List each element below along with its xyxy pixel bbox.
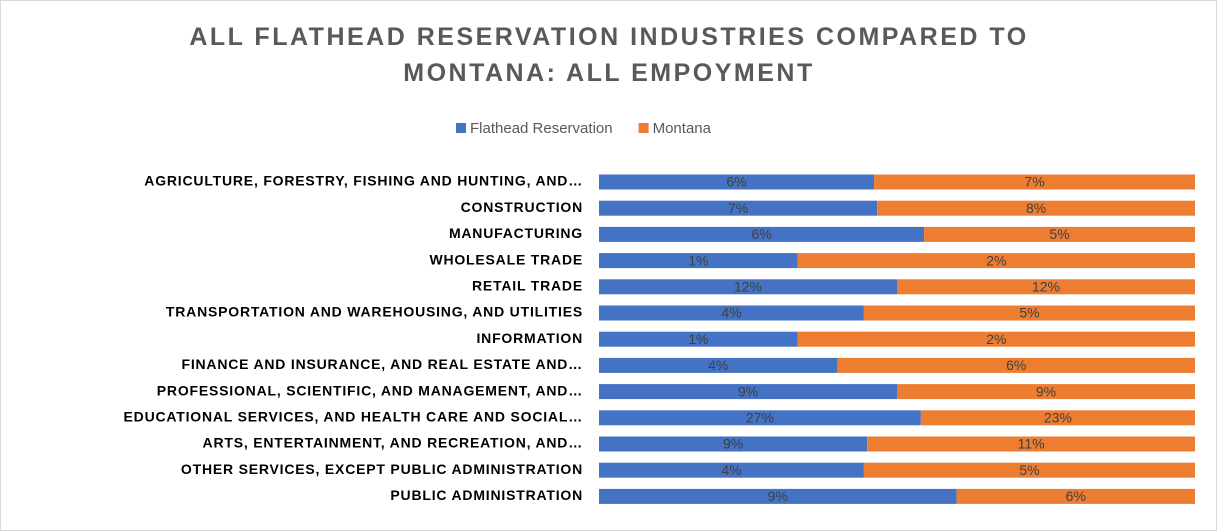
bar-segment — [599, 384, 897, 400]
data-label: 27% — [746, 410, 774, 426]
category-label: PUBLIC ADMINISTRATION — [390, 487, 583, 503]
data-label: 6% — [1006, 357, 1026, 373]
bar-segment — [599, 410, 921, 426]
data-label: 5% — [1019, 462, 1039, 478]
bar-segment — [599, 174, 875, 190]
data-label: 12% — [1032, 279, 1060, 295]
data-label: 7% — [728, 200, 748, 216]
data-label: 6% — [1066, 488, 1086, 504]
bar-segment — [874, 174, 1195, 190]
bar-segment — [797, 253, 1195, 269]
bar-segment — [867, 436, 1195, 452]
chart-title: ALL FLATHEAD RESERVATION INDUSTRIES COMP… — [189, 23, 1029, 87]
bar-segment — [877, 200, 1195, 216]
data-label: 4% — [721, 462, 741, 478]
legend-swatch — [638, 123, 649, 133]
bar-segment — [599, 305, 864, 321]
category-label: PROFESSIONAL, SCIENTIFIC, AND MANAGEMENT… — [157, 382, 583, 398]
bar-segment — [924, 226, 1195, 242]
data-label: 1% — [688, 331, 708, 347]
bar-segment — [863, 462, 1195, 478]
bar-segment — [599, 436, 868, 452]
bar-segment — [599, 331, 798, 347]
legend-swatch — [456, 123, 466, 133]
data-label: 5% — [1019, 305, 1039, 321]
data-label: 23% — [1044, 410, 1072, 426]
data-label: 2% — [986, 331, 1006, 347]
category-label: TRANSPORTATION AND WAREHOUSING, AND UTIL… — [166, 304, 583, 320]
bar-segment — [599, 357, 838, 373]
bar-segment — [599, 226, 925, 242]
category-label: RETAIL TRADE — [472, 278, 583, 294]
bar-segment — [599, 253, 798, 269]
category-label: FINANCE AND INSURANCE, AND REAL ESTATE A… — [181, 356, 583, 372]
legend-label: Flathead Reservation — [470, 120, 613, 137]
bar-segment — [797, 331, 1195, 347]
bar-segment — [863, 305, 1195, 321]
bar-segment — [920, 410, 1195, 426]
category-label: ARTS, ENTERTAINMENT, AND RECREATION, AND… — [203, 435, 583, 451]
data-label: 5% — [1049, 226, 1069, 242]
legend-label: Montana — [653, 120, 712, 137]
category-label: EDUCATIONAL SERVICES, AND HEALTH CARE AN… — [124, 409, 583, 425]
data-label: 4% — [721, 305, 741, 321]
data-label: 9% — [1036, 383, 1056, 399]
data-label: 6% — [726, 174, 746, 190]
data-label: 8% — [1026, 200, 1046, 216]
bar-segment — [599, 279, 897, 295]
category-label: CONSTRUCTION — [461, 199, 583, 215]
category-label: INFORMATION — [476, 330, 583, 346]
bar-segment — [897, 279, 1195, 295]
data-label: 9% — [738, 383, 758, 399]
bar-segment — [837, 357, 1195, 373]
data-label: 11% — [1018, 436, 1045, 452]
data-label: 12% — [734, 279, 762, 295]
data-label: 4% — [708, 357, 728, 373]
bar-segment — [599, 200, 878, 216]
data-label: 6% — [751, 226, 771, 242]
category-label: WHOLESALE TRADE — [429, 251, 583, 267]
bar-segment — [956, 488, 1195, 504]
data-label: 2% — [986, 252, 1006, 268]
data-label: 7% — [1024, 174, 1044, 190]
bar-segment — [599, 488, 957, 504]
bar-segment — [897, 384, 1195, 400]
bar-segment — [599, 462, 864, 478]
data-label: 9% — [723, 436, 743, 452]
category-label: MANUFACTURING — [449, 225, 583, 241]
data-label: 1% — [688, 252, 708, 268]
category-label: AGRICULTURE, FORESTRY, FISHING AND HUNTI… — [144, 173, 583, 189]
data-label: 9% — [768, 488, 788, 504]
category-label: OTHER SERVICES, EXCEPT PUBLIC ADMINISTRA… — [181, 461, 583, 477]
